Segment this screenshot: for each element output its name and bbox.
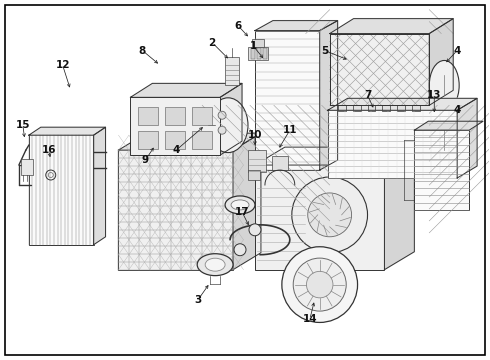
Bar: [248, 150, 266, 172]
Text: 6: 6: [234, 21, 242, 31]
Text: 10: 10: [248, 130, 262, 140]
Bar: [130, 97, 220, 155]
Polygon shape: [385, 147, 415, 270]
Bar: [338, 105, 345, 111]
Bar: [29, 135, 94, 245]
Text: 7: 7: [364, 90, 371, 100]
Polygon shape: [330, 19, 453, 33]
Text: 13: 13: [427, 90, 441, 100]
Polygon shape: [429, 19, 453, 105]
Circle shape: [218, 126, 226, 134]
Text: 4: 4: [453, 105, 461, 115]
Bar: [248, 170, 260, 180]
Bar: [21, 159, 33, 175]
Bar: [138, 131, 158, 149]
Polygon shape: [119, 133, 261, 150]
Bar: [272, 156, 288, 170]
Bar: [368, 105, 375, 111]
Bar: [353, 105, 361, 111]
Polygon shape: [255, 147, 415, 165]
Text: 14: 14: [302, 314, 317, 324]
Ellipse shape: [197, 254, 233, 276]
Ellipse shape: [205, 258, 225, 271]
Ellipse shape: [430, 118, 458, 163]
Bar: [192, 107, 212, 125]
Polygon shape: [457, 98, 477, 178]
Ellipse shape: [208, 98, 248, 153]
Bar: [330, 33, 429, 105]
Text: 1: 1: [249, 41, 257, 50]
Circle shape: [293, 258, 346, 311]
Bar: [165, 107, 185, 125]
Polygon shape: [255, 21, 338, 31]
Bar: [257, 48, 261, 59]
Text: 5: 5: [321, 45, 328, 55]
Bar: [251, 48, 255, 59]
Bar: [383, 105, 391, 111]
Circle shape: [292, 177, 368, 253]
Bar: [397, 105, 405, 111]
Bar: [225, 58, 239, 85]
Bar: [255, 165, 385, 270]
Text: 4: 4: [453, 45, 461, 55]
Bar: [119, 150, 233, 270]
Text: 2: 2: [209, 37, 216, 48]
Polygon shape: [94, 127, 105, 245]
Bar: [252, 39, 264, 46]
Bar: [165, 131, 185, 149]
Bar: [192, 131, 212, 149]
Circle shape: [234, 244, 246, 256]
Text: 11: 11: [283, 125, 297, 135]
Text: 8: 8: [139, 45, 146, 55]
Text: 3: 3: [195, 294, 202, 305]
Bar: [330, 33, 429, 105]
Bar: [413, 105, 420, 111]
Text: 12: 12: [55, 60, 70, 71]
Circle shape: [218, 111, 226, 119]
Ellipse shape: [225, 196, 255, 214]
Bar: [248, 46, 268, 60]
Polygon shape: [233, 133, 261, 270]
Bar: [415, 130, 469, 210]
Text: 16: 16: [42, 145, 56, 155]
Circle shape: [249, 224, 261, 236]
Text: 17: 17: [235, 207, 249, 217]
Bar: [263, 48, 267, 59]
Text: 15: 15: [16, 120, 30, 130]
Polygon shape: [220, 84, 242, 155]
Ellipse shape: [231, 200, 249, 210]
Text: 9: 9: [142, 155, 149, 165]
Ellipse shape: [429, 60, 459, 110]
Polygon shape: [29, 127, 105, 135]
Polygon shape: [319, 21, 338, 170]
Circle shape: [308, 193, 352, 237]
Bar: [255, 31, 319, 170]
Bar: [328, 110, 457, 178]
Polygon shape: [415, 121, 483, 130]
Text: 4: 4: [172, 145, 180, 155]
Polygon shape: [328, 98, 477, 110]
Circle shape: [282, 247, 358, 323]
Polygon shape: [130, 84, 242, 97]
Circle shape: [306, 271, 333, 298]
Bar: [138, 107, 158, 125]
